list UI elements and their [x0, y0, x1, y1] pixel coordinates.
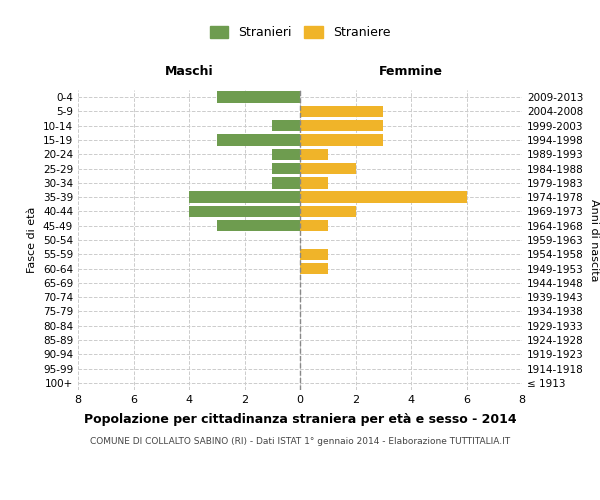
Bar — [189, 206, 300, 217]
Bar — [272, 120, 300, 132]
Y-axis label: Fasce di età: Fasce di età — [28, 207, 37, 273]
Bar — [300, 220, 328, 232]
Bar — [272, 148, 300, 160]
Bar — [300, 163, 356, 174]
Bar — [300, 177, 328, 188]
Bar — [217, 220, 300, 232]
Bar — [300, 106, 383, 117]
Bar — [300, 248, 328, 260]
Text: Maschi: Maschi — [164, 65, 214, 78]
Bar — [300, 206, 356, 217]
Bar — [217, 92, 300, 103]
Bar — [300, 120, 383, 132]
Text: Popolazione per cittadinanza straniera per età e sesso - 2014: Popolazione per cittadinanza straniera p… — [83, 412, 517, 426]
Bar — [300, 134, 383, 145]
Bar — [189, 192, 300, 203]
Text: COMUNE DI COLLALTO SABINO (RI) - Dati ISTAT 1° gennaio 2014 - Elaborazione TUTTI: COMUNE DI COLLALTO SABINO (RI) - Dati IS… — [90, 438, 510, 446]
Text: Femmine: Femmine — [379, 65, 443, 78]
Bar — [217, 134, 300, 145]
Bar — [300, 192, 467, 203]
Bar — [300, 148, 328, 160]
Y-axis label: Anni di nascita: Anni di nascita — [589, 198, 599, 281]
Legend: Stranieri, Straniere: Stranieri, Straniere — [205, 21, 395, 44]
Bar — [272, 177, 300, 188]
Bar — [272, 163, 300, 174]
Bar — [300, 263, 328, 274]
